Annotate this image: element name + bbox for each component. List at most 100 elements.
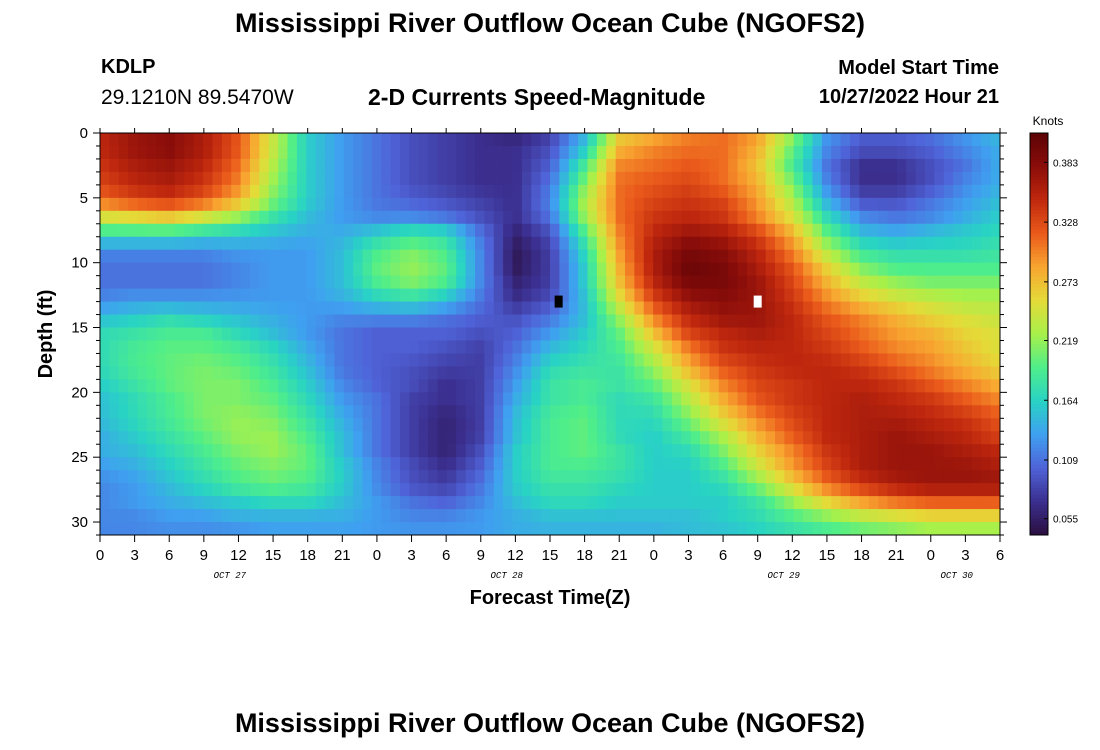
heatmap-cell [278, 262, 289, 277]
heatmap-cell [878, 171, 889, 186]
heatmap-cell [512, 288, 523, 303]
heatmap-cell [400, 158, 410, 173]
heatmap-cell [756, 262, 767, 277]
heatmap-cell [193, 470, 204, 484]
heatmap-cell [503, 327, 514, 342]
heatmap-cell [343, 470, 354, 484]
heatmap-cell [765, 197, 776, 212]
heatmap-cell [362, 340, 373, 355]
heatmap-cell [943, 392, 954, 406]
colorbar-segment [1030, 173, 1048, 178]
heatmap-cell [915, 301, 926, 316]
colorbar-title: Knots [1033, 114, 1064, 128]
heatmap-cell [165, 210, 176, 225]
heatmap-cell [981, 379, 992, 393]
heatmap-cell [503, 210, 514, 225]
heatmap-cell [250, 327, 260, 342]
heatmap-cell [943, 444, 954, 458]
heatmap-cell [896, 314, 907, 329]
heatmap-cell [700, 184, 710, 199]
heatmap-cell [418, 262, 429, 277]
heatmap-cell [362, 496, 373, 510]
heatmap-cell [587, 288, 598, 303]
heatmap-cell [634, 509, 645, 523]
heatmap-cell [390, 392, 401, 406]
heatmap-cell [756, 158, 767, 173]
heatmap-cell [606, 158, 617, 173]
heatmap-cell [671, 483, 682, 497]
heatmap-cell [850, 405, 860, 419]
heatmap-cell [231, 275, 242, 290]
heatmap-cell [812, 197, 823, 212]
heatmap-cell [193, 262, 204, 277]
heatmap-cell [681, 288, 692, 303]
heatmap-cell [175, 275, 185, 290]
heatmap-cell [634, 197, 645, 212]
heatmap-cell [343, 457, 354, 471]
heatmap-cell [953, 379, 964, 393]
y-tick-label: 15 [71, 320, 88, 337]
heatmap-cell [643, 158, 654, 173]
heatmap-cell [231, 158, 242, 173]
heatmap-cell [146, 249, 157, 264]
heatmap-cell [306, 392, 317, 406]
heatmap-cell [475, 496, 485, 510]
heatmap-cell [568, 392, 579, 406]
heatmap-cell [437, 379, 448, 393]
heatmap-cell [915, 366, 926, 380]
heatmap-cell [287, 353, 298, 368]
heatmap-cell [540, 509, 551, 523]
heatmap-cell [690, 262, 701, 277]
heatmap-cell [390, 288, 401, 303]
heatmap-cell [175, 236, 185, 251]
heatmap-cell [137, 522, 148, 535]
heatmap-cell [250, 522, 260, 535]
heatmap-cell [287, 262, 298, 277]
heatmap-cell [887, 353, 898, 368]
heatmap-cell [896, 223, 907, 238]
heatmap-cell [259, 418, 270, 432]
heatmap-cell [521, 288, 532, 303]
heatmap-cell [296, 405, 307, 419]
heatmap-cell [587, 171, 598, 186]
heatmap-cell [212, 392, 223, 406]
heatmap-cell [700, 353, 710, 368]
colorbar-segment [1030, 478, 1048, 482]
heatmap-cell [146, 314, 157, 329]
heatmap-cell [315, 197, 326, 212]
colorbar-segment [1030, 347, 1048, 352]
heatmap-cell [540, 223, 551, 238]
heatmap-cell [568, 236, 579, 251]
heatmap-cell [718, 145, 729, 160]
heatmap-cell [531, 145, 542, 160]
heatmap-cell [615, 444, 626, 458]
heatmap-cell [943, 184, 954, 199]
heatmap-cell [306, 470, 317, 484]
heatmap-cell [662, 405, 673, 419]
heatmap-cell [615, 275, 626, 290]
heatmap-cell [334, 288, 345, 303]
heatmap-cell [578, 262, 589, 277]
heatmap-cell [859, 405, 870, 419]
heatmap-cell [850, 509, 860, 523]
heatmap-cell [381, 197, 392, 212]
heatmap-cell [437, 145, 448, 160]
heatmap-cell [606, 197, 617, 212]
heatmap-cell [700, 444, 710, 458]
date-label: OCT 27 [214, 571, 247, 581]
heatmap-cell [118, 431, 129, 445]
heatmap-cell [118, 509, 129, 523]
heatmap-cell [362, 288, 373, 303]
heatmap-cell [484, 444, 495, 458]
heatmap-cell [334, 314, 345, 329]
heatmap-cell [315, 379, 326, 393]
heatmap-cell [971, 171, 982, 186]
colorbar-tick-label: 0.328 [1053, 218, 1078, 229]
heatmap-cell [100, 262, 110, 277]
heatmap-cell [653, 158, 664, 173]
heatmap-cell [653, 522, 664, 535]
colorbar-segment [1030, 468, 1048, 472]
heatmap-cell [240, 431, 251, 445]
heatmap-cell [175, 158, 185, 173]
heatmap-cell [690, 366, 701, 380]
